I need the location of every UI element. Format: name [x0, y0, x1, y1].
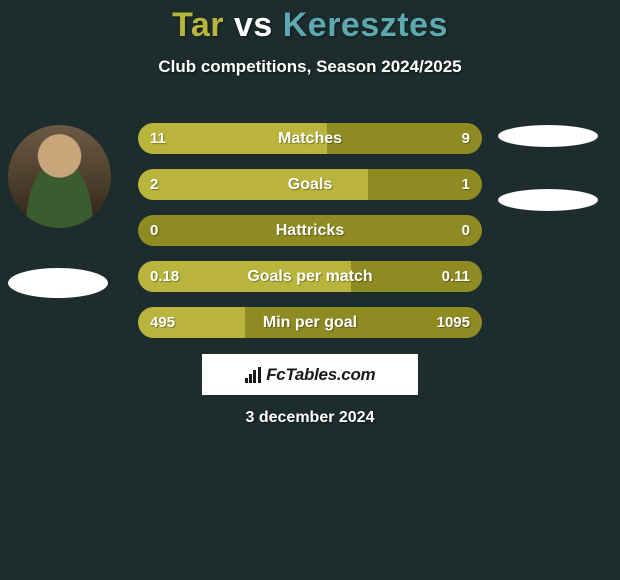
comparison-bars: 11Matches9 2Goals1 0Hattricks0 0.18Goals pe… — [138, 123, 482, 353]
bar-label: Goals per match — [138, 261, 482, 292]
player-left-club-badge — [8, 268, 108, 298]
bar-label: Hattricks — [138, 215, 482, 246]
bar-value-right: 0.11 — [442, 261, 470, 292]
bar-chart-icon — [245, 367, 263, 383]
date-line: 3 december 2024 — [0, 409, 620, 427]
player-left-avatar — [8, 125, 111, 228]
avatar-silhouette-icon — [8, 125, 111, 228]
player-right-club-badge-bottom — [498, 189, 598, 211]
brand-box: FcTables.com — [202, 354, 418, 395]
vs-separator: vs — [234, 6, 273, 44]
page-title: Tar vs Keresztes — [0, 0, 620, 45]
player1-name: Tar — [172, 6, 224, 44]
bar-row: 2Goals1 — [138, 169, 482, 200]
bar-label: Goals — [138, 169, 482, 200]
bar-value-right: 9 — [462, 123, 470, 154]
player2-name: Keresztes — [283, 6, 448, 44]
bar-value-right: 1095 — [437, 307, 470, 338]
bar-label: Min per goal — [138, 307, 482, 338]
bar-row: 0Hattricks0 — [138, 215, 482, 246]
player-right-block — [498, 125, 598, 211]
bar-label: Matches — [138, 123, 482, 154]
bar-row: 11Matches9 — [138, 123, 482, 154]
bar-value-right: 1 — [462, 169, 470, 200]
bar-row: 0.18Goals per match0.11 — [138, 261, 482, 292]
player-left-block — [8, 125, 111, 298]
bar-row: 495Min per goal1095 — [138, 307, 482, 338]
subtitle: Club competitions, Season 2024/2025 — [0, 57, 620, 77]
bar-value-right: 0 — [462, 215, 470, 246]
brand-text: FcTables.com — [266, 365, 375, 385]
player-right-club-badge-top — [498, 125, 598, 147]
